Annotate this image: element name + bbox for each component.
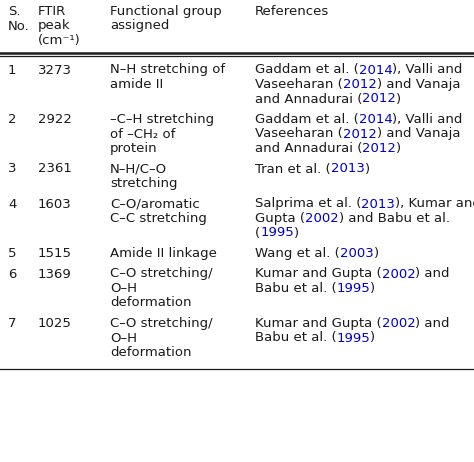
Text: 4: 4 <box>8 197 17 211</box>
Text: 1995: 1995 <box>260 226 294 239</box>
Text: Kumar and Gupta (: Kumar and Gupta ( <box>255 267 382 280</box>
Text: Vaseeharan (: Vaseeharan ( <box>255 128 343 140</box>
Text: 1515: 1515 <box>38 247 72 260</box>
Text: 2012: 2012 <box>363 142 396 155</box>
Text: 2922: 2922 <box>38 113 72 126</box>
Text: Babu et al. (: Babu et al. ( <box>255 282 337 295</box>
Text: assigned: assigned <box>110 19 169 32</box>
Text: 2: 2 <box>8 113 17 126</box>
Text: No.: No. <box>8 19 30 32</box>
Text: and Annadurai (: and Annadurai ( <box>255 142 363 155</box>
Text: ): ) <box>370 332 375 345</box>
Text: ): ) <box>370 282 375 295</box>
Text: 2012: 2012 <box>343 128 377 140</box>
Text: Functional group: Functional group <box>110 5 222 18</box>
Text: –C–H stretching: –C–H stretching <box>110 113 214 126</box>
Text: 1603: 1603 <box>38 197 72 211</box>
Text: ) and Vanaja: ) and Vanaja <box>377 128 460 140</box>
Text: 2014: 2014 <box>359 63 392 77</box>
Text: 7: 7 <box>8 317 17 330</box>
Text: 1: 1 <box>8 63 17 77</box>
Text: (: ( <box>255 226 260 239</box>
Text: Kumar and Gupta (: Kumar and Gupta ( <box>255 317 382 330</box>
Text: References: References <box>255 5 329 18</box>
Text: 2013: 2013 <box>361 197 395 211</box>
Text: Wang et al. (: Wang et al. ( <box>255 247 340 260</box>
Text: N–H stretching of: N–H stretching of <box>110 63 225 77</box>
Text: 2012: 2012 <box>343 78 377 91</box>
Text: of –CH₂ of: of –CH₂ of <box>110 128 175 140</box>
Text: 1025: 1025 <box>38 317 72 330</box>
Text: deformation: deformation <box>110 297 191 310</box>
Text: ) and Vanaja: ) and Vanaja <box>377 78 460 91</box>
Text: 1995: 1995 <box>337 332 370 345</box>
Text: ), Valli and: ), Valli and <box>392 113 463 126</box>
Text: S.: S. <box>8 5 20 18</box>
Text: 2361: 2361 <box>38 163 72 176</box>
Text: ): ) <box>396 142 401 155</box>
Text: Gaddam et al. (: Gaddam et al. ( <box>255 113 359 126</box>
Text: 2002: 2002 <box>382 267 415 280</box>
Text: 2002: 2002 <box>305 212 339 225</box>
Text: O–H: O–H <box>110 332 137 345</box>
Text: C–C stretching: C–C stretching <box>110 212 207 225</box>
Text: C–O/aromatic: C–O/aromatic <box>110 197 200 211</box>
Text: Babu et al. (: Babu et al. ( <box>255 332 337 345</box>
Text: 3: 3 <box>8 163 17 176</box>
Text: ): ) <box>294 226 299 239</box>
Text: protein: protein <box>110 142 158 155</box>
Text: Gupta (: Gupta ( <box>255 212 305 225</box>
Text: Salprima et al. (: Salprima et al. ( <box>255 197 361 211</box>
Text: (cm⁻¹): (cm⁻¹) <box>38 34 81 47</box>
Text: 5: 5 <box>8 247 17 260</box>
Text: ) and: ) and <box>415 317 450 330</box>
Text: and Annadurai (: and Annadurai ( <box>255 92 363 105</box>
Text: ) and: ) and <box>415 267 450 280</box>
Text: peak: peak <box>38 19 71 32</box>
Text: Amide II linkage: Amide II linkage <box>110 247 217 260</box>
Text: 2012: 2012 <box>363 92 396 105</box>
Text: 6: 6 <box>8 267 17 280</box>
Text: ): ) <box>374 247 379 260</box>
Text: ): ) <box>396 92 401 105</box>
Text: N–H/C–O: N–H/C–O <box>110 163 167 176</box>
Text: Tran et al. (: Tran et al. ( <box>255 163 331 176</box>
Text: O–H: O–H <box>110 282 137 295</box>
Text: Vaseeharan (: Vaseeharan ( <box>255 78 343 91</box>
Text: ): ) <box>365 163 370 176</box>
Text: 3273: 3273 <box>38 63 72 77</box>
Text: ), Valli and: ), Valli and <box>392 63 463 77</box>
Text: Gaddam et al. (: Gaddam et al. ( <box>255 63 359 77</box>
Text: C–O stretching/: C–O stretching/ <box>110 267 213 280</box>
Text: ), Kumar and: ), Kumar and <box>395 197 474 211</box>
Text: stretching: stretching <box>110 177 177 190</box>
Text: 2002: 2002 <box>382 317 415 330</box>
Text: 2014: 2014 <box>359 113 392 126</box>
Text: 1995: 1995 <box>337 282 370 295</box>
Text: 1369: 1369 <box>38 267 72 280</box>
Text: deformation: deformation <box>110 346 191 359</box>
Text: FTIR: FTIR <box>38 5 66 18</box>
Text: 2013: 2013 <box>331 163 365 176</box>
Text: C–O stretching/: C–O stretching/ <box>110 317 213 330</box>
Text: ) and Babu et al.: ) and Babu et al. <box>339 212 450 225</box>
Text: 2003: 2003 <box>340 247 374 260</box>
Text: amide II: amide II <box>110 78 163 91</box>
